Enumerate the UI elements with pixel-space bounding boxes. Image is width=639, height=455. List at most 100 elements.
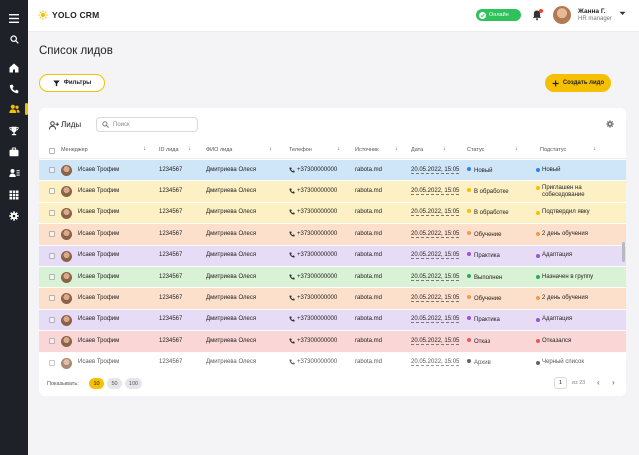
lead-name: Дмитриева Олеся [206,209,256,215]
sort-arrow-icon[interactable]: ↓ [593,146,596,152]
row-checkbox[interactable] [49,167,55,173]
row-checkbox[interactable] [49,295,55,302]
lead-date-text: 20.05.2022, 15:05 [411,252,460,260]
row-checkbox[interactable] [49,359,55,366]
column-header[interactable]: Телефон [289,147,312,153]
table-row[interactable]: Исаев Трофим 1234567 Дмитриева Олеся +37300… [39,224,626,246]
contacts-icon[interactable] [7,166,21,180]
row-checkbox[interactable] [49,338,55,345]
create-lead-button[interactable]: Создать лидо [545,74,611,92]
table-row[interactable]: Исаев Трофим 1234567 Дмитриева Олеся +37300… [39,352,626,374]
table-row[interactable]: Исаев Трофим 1234567 Дмитриева Олеся +37300… [39,160,626,182]
search-placeholder: Поиск [113,121,130,128]
lead-phone[interactable]: +37300000000 [289,252,337,258]
users-icon[interactable] [7,102,21,116]
lead-phone[interactable]: +37300000000 [289,359,338,366]
phone-icon[interactable] [7,82,21,96]
lead-source: rabota.md [355,188,382,194]
row-checkbox[interactable] [49,316,55,323]
lead-id: 1234567 [159,359,182,365]
lead-status: Архив [467,359,491,366]
column-header[interactable]: Статус [467,147,485,153]
table-row[interactable]: Исаев Трофим 1234567 Дмитриева Олеся +37300… [39,245,626,267]
lead-status: Отказ [467,337,490,345]
page-number-input[interactable]: 1 [554,377,567,389]
column-header[interactable]: Подстатус [540,147,567,153]
manager-name-text: Исаев Трофим [78,337,120,344]
sort-arrow-icon[interactable]: ↓ [269,146,272,152]
row-checkbox[interactable] [49,209,55,216]
lead-phone[interactable]: +37300000000 [289,338,337,344]
table-row[interactable]: Исаев Трофим 1234567 Дмитриева Олеся +37300… [39,267,626,289]
next-page-icon[interactable]: › [612,378,615,387]
lead-phone[interactable]: +37300000000 [289,167,337,173]
lead-date-text: 20.05.2022, 15:05 [411,230,460,238]
page-size-option[interactable]: 10 [89,378,104,389]
scrollbar[interactable] [622,242,625,262]
briefcase-icon[interactable] [7,145,21,159]
notification-badge [539,9,543,13]
sort-arrow-icon[interactable]: ↓ [395,146,398,152]
sort-arrow-icon[interactable]: ↓ [143,146,146,152]
lead-status: Практика [467,252,500,259]
page-size-option[interactable]: 50 [107,378,122,389]
home-icon[interactable] [7,61,21,75]
grid-icon[interactable] [7,188,21,202]
search-input[interactable]: Поиск [96,117,198,132]
substatus-dot [536,317,540,322]
lead-substatus: 2 день обучения [536,295,588,302]
lead-phone[interactable]: +37300000000 [289,316,337,322]
lead-name: Дмитриева Олеся [206,231,256,237]
lead-name-text: Дмитриева Олеся [206,316,257,323]
column-header[interactable]: Менеджер [61,147,88,153]
prev-page-icon[interactable]: ‹ [597,378,600,387]
lead-name: Дмитриева Олеся [206,359,256,365]
table-settings-icon[interactable] [606,120,614,130]
lead-source-text: rabota.md [355,273,383,280]
lead-date-text: 20.05.2022, 15:05 [411,316,460,324]
column-header[interactable]: Дата [411,147,424,153]
column-header[interactable]: ID лида [159,147,179,153]
table-row[interactable]: Исаев Трофим 1234567 Дмитриева Олеся +37300… [39,181,626,203]
gear-icon[interactable] [7,209,21,223]
column-header[interactable]: ФИО лида [206,147,233,153]
menu-icon[interactable] [7,11,21,25]
page-size-option[interactable]: 100 [125,378,142,389]
user-avatar[interactable] [553,6,571,24]
logo[interactable]: YOLO CRM [38,10,99,20]
manager-name-text: Исаев Трофим [78,316,120,323]
table-row[interactable]: Исаев Трофим 1234567 Дмитриева Олеся +37300… [39,309,626,332]
trophy-icon[interactable] [7,124,21,138]
search-icon[interactable] [7,32,21,46]
notifications-bell-icon[interactable] [531,9,543,21]
chevron-down-icon[interactable] [619,11,626,18]
lead-phone[interactable]: +37300000000 [289,209,337,215]
sort-arrow-icon[interactable]: ↓ [337,146,340,152]
lead-phone[interactable]: +37300000000 [289,295,337,301]
sort-arrow-icon[interactable]: ↓ [443,146,446,152]
row-checkbox[interactable] [49,274,55,280]
lead-substatus-text: Черный список [542,359,584,366]
row-checkbox[interactable] [49,188,55,195]
lead-phone[interactable]: +37300000000 [289,231,337,237]
row-checkbox[interactable] [49,231,55,238]
table-row[interactable]: Исаев Трофим 1234567 Дмитриева Олеся +37300… [39,202,626,225]
lead-phone[interactable]: +37300000000 [289,274,337,280]
table-row[interactable]: Исаев Трофим 1234567 Дмитриева Олеся +37300… [39,288,626,310]
manager-name: Исаев Трофим [78,167,119,173]
lead-substatus-text: Подтвердил явку [542,209,590,216]
row-checkbox[interactable] [49,252,55,259]
filters-button[interactable]: Фильтры [39,74,105,92]
lead-phone-text: +37300000000 [297,359,338,366]
lead-status: Выполнен [467,273,502,281]
sort-arrow-icon[interactable]: ↓ [515,146,518,152]
lead-status-text: Обучение [474,295,502,302]
online-status-toggle[interactable]: Онлайн [476,9,521,21]
lead-source: rabota.md [355,359,382,365]
sort-arrow-icon[interactable]: ↓ [188,146,191,152]
lead-phone[interactable]: +37300000000 [289,188,337,194]
table-row[interactable]: Исаев Трофим 1234567 Дмитриева Олеся +37300… [39,331,626,353]
column-header[interactable]: Источник [355,147,379,153]
manager-avatar [61,314,72,326]
select-all-checkbox[interactable] [49,148,55,154]
